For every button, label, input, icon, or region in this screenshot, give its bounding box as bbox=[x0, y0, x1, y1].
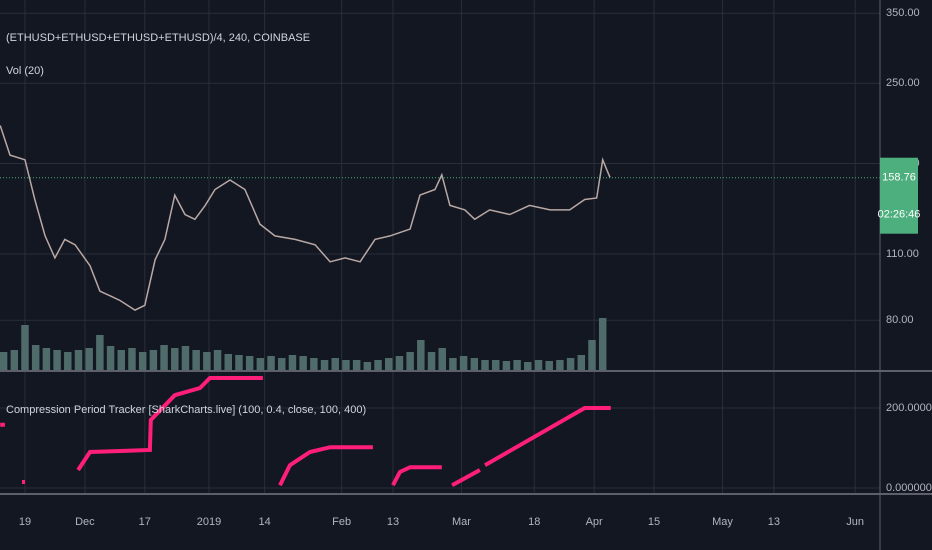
volume-bar bbox=[128, 348, 136, 370]
volume-bar bbox=[524, 362, 532, 370]
volume-bar bbox=[74, 350, 83, 370]
x-tick-label: Mar bbox=[452, 516, 471, 528]
countdown-label: 02:26:46 bbox=[878, 209, 921, 221]
volume-bar bbox=[299, 356, 307, 370]
volume-bar bbox=[598, 318, 607, 370]
volume-bar bbox=[566, 358, 575, 370]
volume-bar bbox=[138, 352, 147, 370]
volume-bar bbox=[556, 360, 564, 370]
x-tick-label: 15 bbox=[648, 516, 660, 528]
volume-bar bbox=[502, 361, 511, 370]
x-tick-label: May bbox=[712, 516, 733, 528]
volume-bar bbox=[374, 360, 382, 370]
volume-bar bbox=[513, 360, 521, 370]
indicator-title: Compression Period Tracker [SharkCharts.… bbox=[6, 404, 366, 416]
volume-bar bbox=[406, 352, 414, 370]
volume-bar bbox=[331, 358, 339, 370]
volume-bar bbox=[310, 358, 318, 370]
volume-bar bbox=[417, 340, 425, 370]
grid bbox=[0, 0, 880, 494]
indicator-line bbox=[0, 376, 611, 487]
volume-bar bbox=[278, 358, 286, 370]
volume-bar bbox=[256, 358, 265, 370]
volume-bar bbox=[449, 358, 457, 370]
volume-bar bbox=[320, 360, 329, 370]
x-tick-label: 19 bbox=[19, 516, 31, 528]
volume-bar bbox=[588, 340, 596, 370]
volume-bar bbox=[181, 346, 190, 370]
volume-bar bbox=[213, 350, 222, 370]
volume-bar bbox=[160, 345, 168, 370]
volume-bar bbox=[171, 348, 179, 370]
volume-bar bbox=[53, 350, 61, 370]
x-tick-label: Jun bbox=[846, 516, 864, 528]
y-tick-label: 0.0000000 bbox=[886, 482, 932, 494]
volume-bar bbox=[21, 325, 29, 370]
volume-bar bbox=[42, 348, 51, 370]
volume-bar bbox=[106, 346, 115, 370]
volume-bar bbox=[438, 348, 446, 370]
x-tick-label: 17 bbox=[139, 516, 151, 528]
volume-bar bbox=[64, 352, 72, 370]
volume-bar bbox=[267, 356, 275, 370]
marks bbox=[0, 125, 880, 487]
volume-bar bbox=[10, 350, 19, 370]
volume-bar bbox=[545, 361, 553, 370]
volume-bar bbox=[342, 360, 350, 370]
volume-bar bbox=[117, 350, 126, 370]
volume-bar bbox=[245, 356, 254, 370]
last-price-box bbox=[880, 157, 918, 234]
volume-bar bbox=[149, 350, 158, 370]
volume-bar bbox=[577, 355, 586, 370]
y-tick-label: 200.0000000 bbox=[886, 402, 932, 414]
x-tick-label: 13 bbox=[768, 516, 780, 528]
y-tick-label: 250.00 bbox=[886, 77, 920, 89]
price-line bbox=[0, 125, 611, 311]
volume-bar bbox=[427, 352, 436, 370]
volume-bar bbox=[470, 358, 479, 370]
volume-bar bbox=[352, 360, 361, 370]
x-tick-label: 14 bbox=[259, 516, 271, 528]
volume-bar bbox=[363, 362, 372, 370]
x-tick-label: 13 bbox=[387, 516, 399, 528]
x-tick-label: Dec bbox=[75, 516, 95, 528]
volume-bar bbox=[224, 354, 233, 370]
main-title: (ETHUSD+ETHUSD+ETHUSD+ETHUSD)/4, 240, CO… bbox=[6, 32, 310, 44]
last-price-label: 158.76 bbox=[882, 172, 916, 184]
y-tick-label: 110.00 bbox=[886, 248, 919, 260]
volume-title: Vol (20) bbox=[6, 65, 44, 77]
x-tick-label: Feb bbox=[332, 516, 351, 528]
x-tick-label: 18 bbox=[528, 516, 540, 528]
volume-bar bbox=[491, 360, 500, 370]
volume-bar bbox=[96, 335, 104, 370]
y-tick-label: 80.00 bbox=[886, 314, 914, 326]
volume-bar bbox=[0, 352, 8, 370]
volume-bar bbox=[384, 358, 393, 370]
volume-bar bbox=[192, 350, 200, 370]
x-tick-label: 2019 bbox=[197, 516, 221, 528]
volume-bar bbox=[481, 360, 489, 370]
volume-bar bbox=[395, 356, 404, 370]
volume-bar bbox=[85, 348, 93, 370]
volume-bar bbox=[459, 356, 468, 370]
volume-bar bbox=[288, 355, 297, 370]
volume-bar bbox=[235, 355, 243, 370]
axis-labels: 19 Dec 17 2019 14 Feb 13 Mar 18 Apr 15 May 13 Jun 350.… bbox=[19, 7, 932, 528]
volume-bar bbox=[534, 360, 543, 370]
x-tick-label: Apr bbox=[586, 516, 603, 528]
y-tick-label: 350.00 bbox=[886, 7, 920, 19]
volume-bar bbox=[203, 352, 211, 370]
volume-bar bbox=[31, 345, 40, 370]
